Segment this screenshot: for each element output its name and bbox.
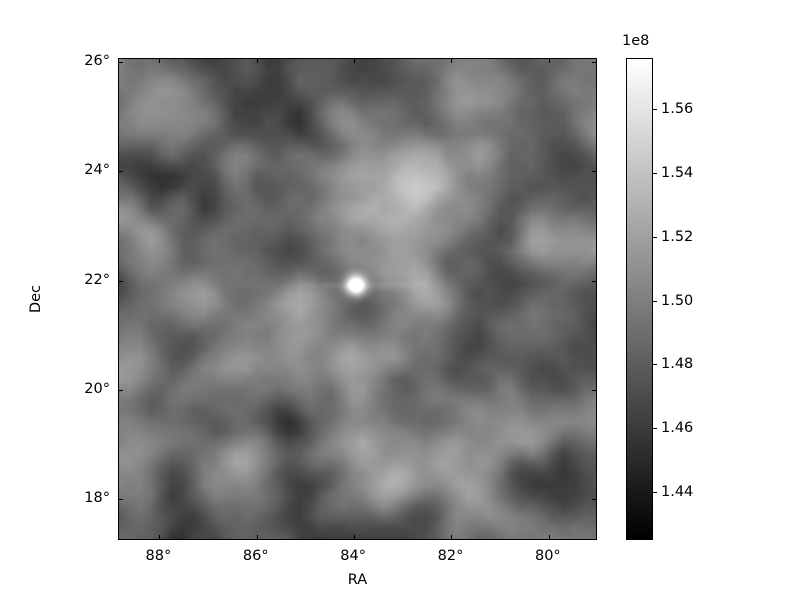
y-tick-label: 24°	[84, 162, 110, 179]
x-tick-mark	[159, 535, 161, 539]
x-tick-mark-top	[451, 59, 453, 63]
x-tick-mark	[256, 535, 258, 539]
y-tick-mark-right	[592, 280, 596, 282]
y-tick-label: 26°	[84, 52, 110, 69]
colorbar-tick-label: 1.56	[661, 101, 694, 118]
y-axis-label: Dec	[28, 284, 44, 314]
colorbar-tick-mark	[653, 109, 657, 111]
y-tick-label: 20°	[84, 380, 110, 397]
colorbar[interactable]	[626, 58, 653, 540]
x-tick-mark	[451, 535, 453, 539]
colorbar-tick-mark	[653, 364, 657, 366]
colorbar-tick-label: 1.48	[661, 356, 694, 373]
colorbar-tick-label: 1.54	[661, 164, 694, 181]
colorbar-tick-label: 1.44	[661, 484, 694, 501]
colorbar-tick-label: 1.52	[661, 228, 694, 245]
y-tick-mark-right	[592, 499, 596, 501]
y-tick-mark	[119, 389, 123, 391]
x-tick-mark-top	[159, 59, 161, 63]
x-tick-label: 80°	[534, 548, 561, 564]
y-tick-mark-right	[592, 171, 596, 173]
y-tick-mark	[119, 171, 123, 173]
colorbar-tick-mark	[653, 172, 657, 174]
colorbar-tick-mark	[653, 428, 657, 430]
colorbar-offset-text: 1e8	[622, 33, 650, 49]
colorbar-tick-mark	[653, 236, 657, 238]
y-tick-mark	[119, 61, 123, 63]
y-tick-mark-right	[592, 389, 596, 391]
x-tick-mark-top	[548, 59, 550, 63]
x-tick-label: 86°	[242, 548, 269, 564]
x-axis-label: RA	[347, 572, 368, 588]
colorbar-tick-mark	[653, 492, 657, 494]
x-tick-label: 82°	[437, 548, 464, 564]
x-tick-mark	[548, 535, 550, 539]
sky-map-axes[interactable]	[118, 58, 597, 540]
x-tick-mark	[354, 535, 356, 539]
x-tick-mark-top	[256, 59, 258, 63]
x-tick-mark-top	[354, 59, 356, 63]
sky-map-image	[119, 59, 596, 539]
colorbar-tick-mark	[653, 300, 657, 302]
y-tick-mark-right	[592, 61, 596, 63]
y-tick-label: 18°	[84, 490, 110, 507]
x-tick-label: 88°	[145, 548, 172, 564]
y-tick-label: 22°	[84, 271, 110, 288]
x-tick-label: 84°	[340, 548, 366, 564]
colorbar-tick-label: 1.46	[661, 420, 694, 437]
colorbar-tick-label: 1.50	[661, 292, 694, 309]
y-tick-mark	[119, 280, 123, 282]
y-tick-mark	[119, 499, 123, 501]
